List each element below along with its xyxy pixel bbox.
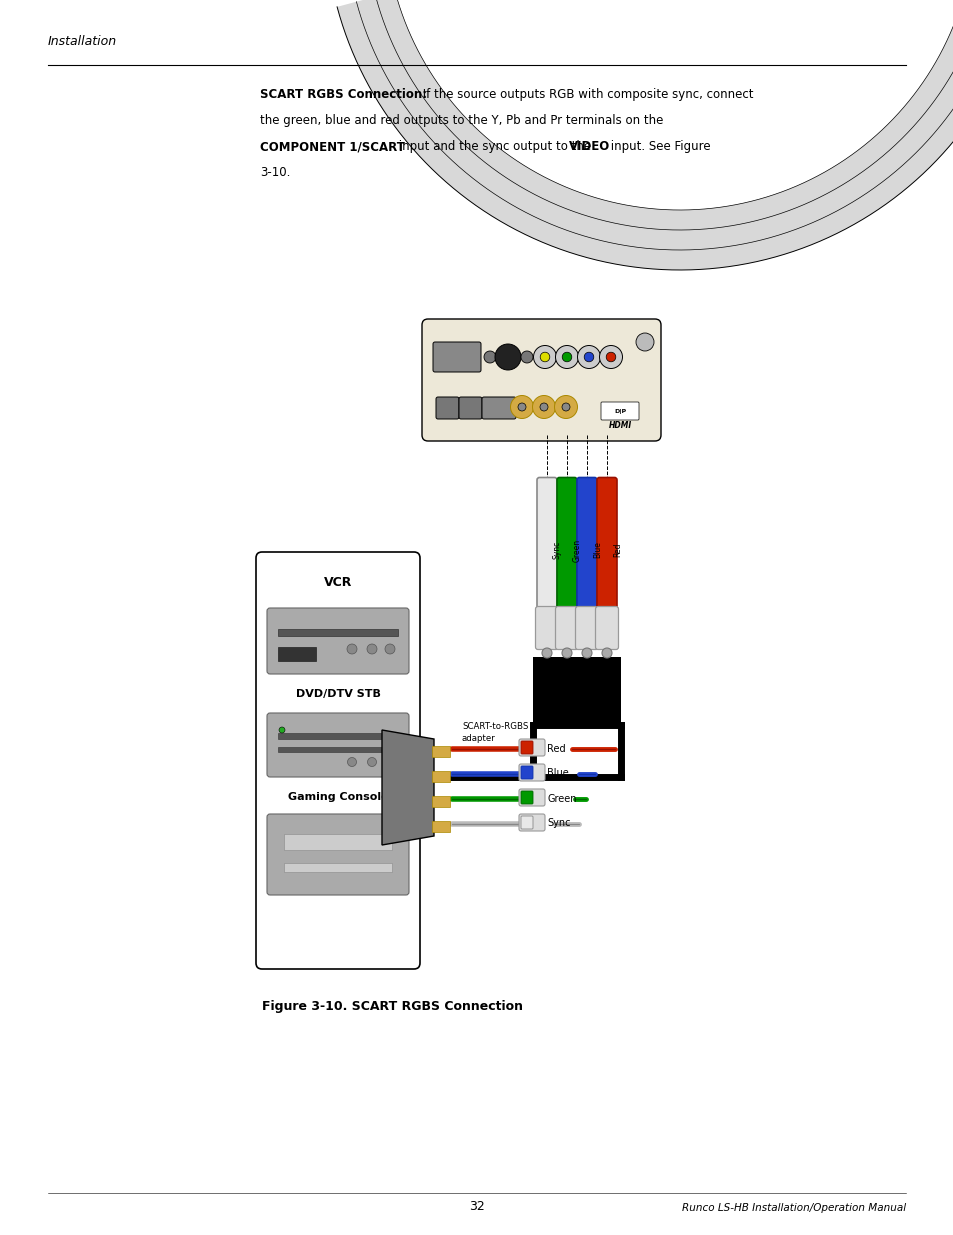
FancyBboxPatch shape (520, 816, 533, 829)
Polygon shape (381, 730, 434, 845)
Circle shape (561, 403, 569, 411)
Circle shape (581, 648, 592, 658)
Circle shape (347, 643, 356, 655)
Circle shape (561, 352, 571, 362)
Text: Runco LS-HB Installation/Operation Manual: Runco LS-HB Installation/Operation Manua… (681, 1203, 905, 1213)
Circle shape (520, 351, 533, 363)
Circle shape (278, 727, 285, 734)
Text: 32: 32 (469, 1200, 484, 1213)
FancyBboxPatch shape (518, 789, 544, 806)
Text: Figure 3-10. SCART RGBS Connection: Figure 3-10. SCART RGBS Connection (262, 1000, 522, 1013)
Text: Sync: Sync (546, 819, 570, 829)
Text: 3-10.: 3-10. (260, 165, 290, 179)
FancyBboxPatch shape (267, 713, 409, 777)
Text: Green: Green (573, 538, 581, 562)
FancyBboxPatch shape (600, 403, 639, 420)
FancyBboxPatch shape (267, 608, 409, 674)
Circle shape (510, 395, 533, 419)
Circle shape (483, 351, 496, 363)
FancyBboxPatch shape (537, 478, 557, 618)
Circle shape (577, 346, 599, 368)
FancyBboxPatch shape (520, 741, 533, 755)
Bar (432, 746, 450, 757)
Circle shape (554, 395, 577, 419)
Bar (533, 657, 620, 725)
Bar (284, 863, 392, 872)
Circle shape (539, 403, 547, 411)
FancyBboxPatch shape (518, 764, 544, 781)
Circle shape (385, 643, 395, 655)
FancyBboxPatch shape (255, 552, 419, 969)
Text: SCART RGBS Connection:: SCART RGBS Connection: (260, 88, 427, 101)
FancyBboxPatch shape (597, 478, 617, 618)
FancyBboxPatch shape (518, 814, 544, 831)
Circle shape (495, 345, 520, 370)
Bar (277, 747, 397, 752)
Circle shape (636, 333, 654, 351)
Text: Installation: Installation (48, 35, 117, 48)
Text: the green, blue and red outputs to the Y, Pb and Pr terminals on the: the green, blue and red outputs to the Y… (260, 114, 662, 127)
Circle shape (601, 648, 612, 658)
FancyBboxPatch shape (520, 790, 533, 804)
Circle shape (598, 346, 622, 368)
Bar (277, 647, 315, 661)
Text: If the source outputs RGB with composite sync, connect: If the source outputs RGB with composite… (418, 88, 753, 101)
Circle shape (385, 757, 395, 767)
Text: SCART-to-RGBS
adapter: SCART-to-RGBS adapter (461, 722, 528, 742)
FancyBboxPatch shape (436, 396, 458, 419)
Circle shape (555, 346, 578, 368)
Text: Red: Red (546, 743, 565, 753)
Bar (432, 771, 450, 782)
Bar (432, 821, 450, 832)
Bar (284, 834, 392, 850)
FancyBboxPatch shape (481, 396, 516, 419)
Bar (277, 734, 397, 739)
Circle shape (541, 648, 552, 658)
Bar (432, 797, 450, 806)
FancyBboxPatch shape (575, 606, 598, 650)
Text: HDMI: HDMI (608, 420, 631, 430)
Text: input. See Figure: input. See Figure (606, 140, 710, 153)
Circle shape (347, 757, 356, 767)
FancyBboxPatch shape (421, 319, 660, 441)
Text: Red: Red (613, 542, 621, 557)
FancyBboxPatch shape (535, 606, 558, 650)
Text: Green: Green (546, 794, 576, 804)
Circle shape (517, 403, 525, 411)
Circle shape (583, 352, 593, 362)
Circle shape (539, 352, 549, 362)
Text: DVD/DTV STB: DVD/DTV STB (295, 689, 380, 699)
Text: COMPONENT 1/SCART: COMPONENT 1/SCART (260, 140, 404, 153)
FancyBboxPatch shape (267, 814, 409, 895)
Text: VCR: VCR (323, 576, 352, 589)
Text: Sync: Sync (553, 541, 561, 559)
Text: Gaming Console: Gaming Console (288, 792, 388, 802)
Bar (277, 629, 397, 636)
FancyBboxPatch shape (557, 478, 577, 618)
Circle shape (533, 346, 556, 368)
FancyBboxPatch shape (595, 606, 618, 650)
FancyBboxPatch shape (577, 478, 597, 618)
Circle shape (605, 352, 615, 362)
Text: input and the sync output to the: input and the sync output to the (395, 140, 595, 153)
FancyBboxPatch shape (520, 766, 533, 779)
Polygon shape (336, 0, 953, 270)
Text: Blue: Blue (546, 768, 568, 778)
FancyBboxPatch shape (518, 739, 544, 756)
Polygon shape (375, 0, 953, 230)
Text: Blue: Blue (593, 542, 601, 558)
Polygon shape (356, 0, 953, 249)
Circle shape (367, 643, 376, 655)
FancyBboxPatch shape (555, 606, 578, 650)
FancyBboxPatch shape (458, 396, 481, 419)
Text: VIDEO: VIDEO (568, 140, 610, 153)
Text: D|P: D|P (614, 409, 625, 414)
Circle shape (532, 395, 555, 419)
Circle shape (367, 757, 376, 767)
FancyBboxPatch shape (433, 342, 480, 372)
Circle shape (561, 648, 572, 658)
